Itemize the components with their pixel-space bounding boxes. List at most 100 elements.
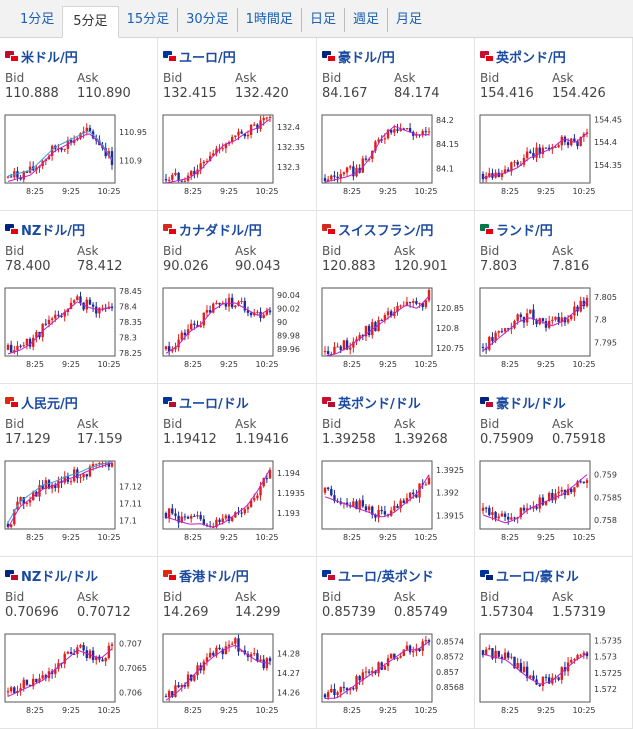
candle-body	[60, 148, 63, 150]
moving-average-line	[324, 295, 430, 357]
bid-value: 78.400	[5, 259, 51, 274]
candle-body	[47, 319, 51, 324]
candle-body	[183, 180, 187, 182]
flag-icon	[480, 570, 494, 581]
pair-link[interactable]: 豪ドル/円	[322, 47, 395, 66]
ask-label: Ask	[235, 244, 257, 258]
candle-body	[212, 526, 215, 528]
flag-icon	[5, 224, 19, 235]
candle-body	[9, 176, 13, 178]
candle-body	[374, 322, 377, 332]
pair-link[interactable]: 人民元/円	[5, 393, 78, 412]
tab-4[interactable]: 30分足	[177, 8, 237, 32]
pair-link[interactable]: NZドル/ドル	[5, 566, 98, 585]
pair-name: 豪ドル/ドル	[496, 397, 566, 412]
bid-value: 1.39258	[322, 432, 376, 447]
y-tick-label: 1.193	[277, 509, 300, 518]
candle-body	[488, 173, 491, 176]
moving-average-line	[482, 653, 588, 685]
candle-body	[557, 491, 560, 494]
pair-name: NZドル/円	[21, 224, 86, 239]
pair-link[interactable]: 香港ドル/円	[163, 566, 249, 585]
candle-body	[13, 350, 16, 353]
x-tick-label: 10:25	[97, 187, 120, 196]
pair-link[interactable]: 英ポンド/円	[480, 47, 566, 66]
candle-body	[25, 679, 29, 685]
candle-body	[532, 309, 535, 320]
pair-link[interactable]: 米ドル/円	[5, 47, 78, 66]
candle-body	[342, 340, 346, 350]
pair-link[interactable]: ユーロ/豪ドル	[480, 566, 579, 585]
rate-grid: 米ドル/円 Bid Ask 110.888 110.890 110.95 110.9 8:25…	[0, 38, 633, 729]
ask-value: 17.159	[77, 432, 123, 447]
candle-body	[259, 486, 262, 496]
pair-link[interactable]: スイスフラン/円	[322, 220, 433, 239]
candle-body	[6, 344, 10, 350]
candle-body	[22, 345, 25, 347]
candle-body	[227, 644, 231, 647]
pair-link[interactable]: カナダドル/円	[163, 220, 262, 239]
candle-body	[345, 688, 349, 691]
pair-link[interactable]: 豪ドル/ドル	[480, 393, 566, 412]
candle-body	[573, 306, 576, 316]
candle-body	[54, 668, 57, 674]
candle-body	[6, 523, 10, 527]
candle-body	[333, 495, 336, 502]
pair-link[interactable]: ランド/円	[480, 220, 553, 239]
candle-body	[240, 131, 243, 134]
tab-3[interactable]: 15分足	[126, 12, 170, 27]
pair-link[interactable]: ユーロ/英ポンド	[322, 566, 434, 585]
candle-body	[212, 303, 215, 313]
candle-body	[408, 492, 412, 498]
candle-body	[190, 323, 193, 330]
rate-card: 英ポンド/ドル Bid Ask 1.39258 1.39268 1.3925 1.392 1.…	[317, 384, 475, 557]
moving-average-line	[7, 648, 113, 697]
candle-body	[22, 171, 25, 180]
pair-name: ユーロ/豪ドル	[496, 570, 579, 585]
candle-body	[358, 335, 361, 340]
pair-link[interactable]: ユーロ/ドル	[163, 393, 249, 412]
ask-label: Ask	[394, 590, 416, 604]
y-tick-label: 0.857	[436, 668, 459, 677]
candle-body	[339, 687, 342, 693]
y-tick-label: 120.75	[436, 344, 464, 353]
tab-7[interactable]: 週足	[343, 8, 387, 32]
candle-body	[367, 325, 371, 336]
pair-link[interactable]: ユーロ/円	[163, 47, 236, 66]
candle-body	[190, 515, 193, 519]
candle-body	[383, 666, 387, 670]
candle-body	[171, 174, 174, 180]
candle-body	[516, 161, 519, 165]
candle-body	[484, 649, 488, 656]
candle-body	[218, 519, 221, 522]
tab-2[interactable]: 5分足	[62, 6, 119, 38]
candle-body	[196, 324, 199, 328]
ask-value: 7.816	[552, 259, 590, 274]
tab-1[interactable]: 1分足	[20, 12, 55, 27]
candle-body	[262, 314, 265, 318]
tab-8[interactable]: 月足	[386, 8, 430, 32]
chart-frame	[321, 287, 433, 357]
pair-link[interactable]: 英ポンド/ドル	[322, 393, 421, 412]
y-tick-label: 0.8572	[436, 653, 464, 662]
candle-body	[377, 662, 380, 674]
candle-body	[399, 305, 402, 307]
ask-value: 1.57319	[552, 605, 606, 620]
y-tick-label: 90.02	[277, 304, 300, 313]
candle-body	[177, 685, 180, 688]
candle-body	[374, 141, 377, 151]
candle-body	[234, 135, 237, 137]
bid-label: Bid	[480, 590, 500, 604]
x-tick-label: 8:25	[26, 360, 44, 369]
candle-body	[494, 332, 497, 342]
candle-body	[224, 646, 228, 655]
candle-body	[44, 675, 48, 679]
tab-5[interactable]: 1時間足	[236, 8, 301, 32]
bid-value: 17.129	[5, 432, 51, 447]
candle-body	[88, 299, 92, 305]
tab-6[interactable]: 日足	[300, 8, 344, 32]
candle-body	[196, 515, 199, 517]
pair-link[interactable]: NZドル/円	[5, 220, 85, 239]
candle-body	[408, 645, 412, 653]
candle-body	[57, 480, 60, 488]
